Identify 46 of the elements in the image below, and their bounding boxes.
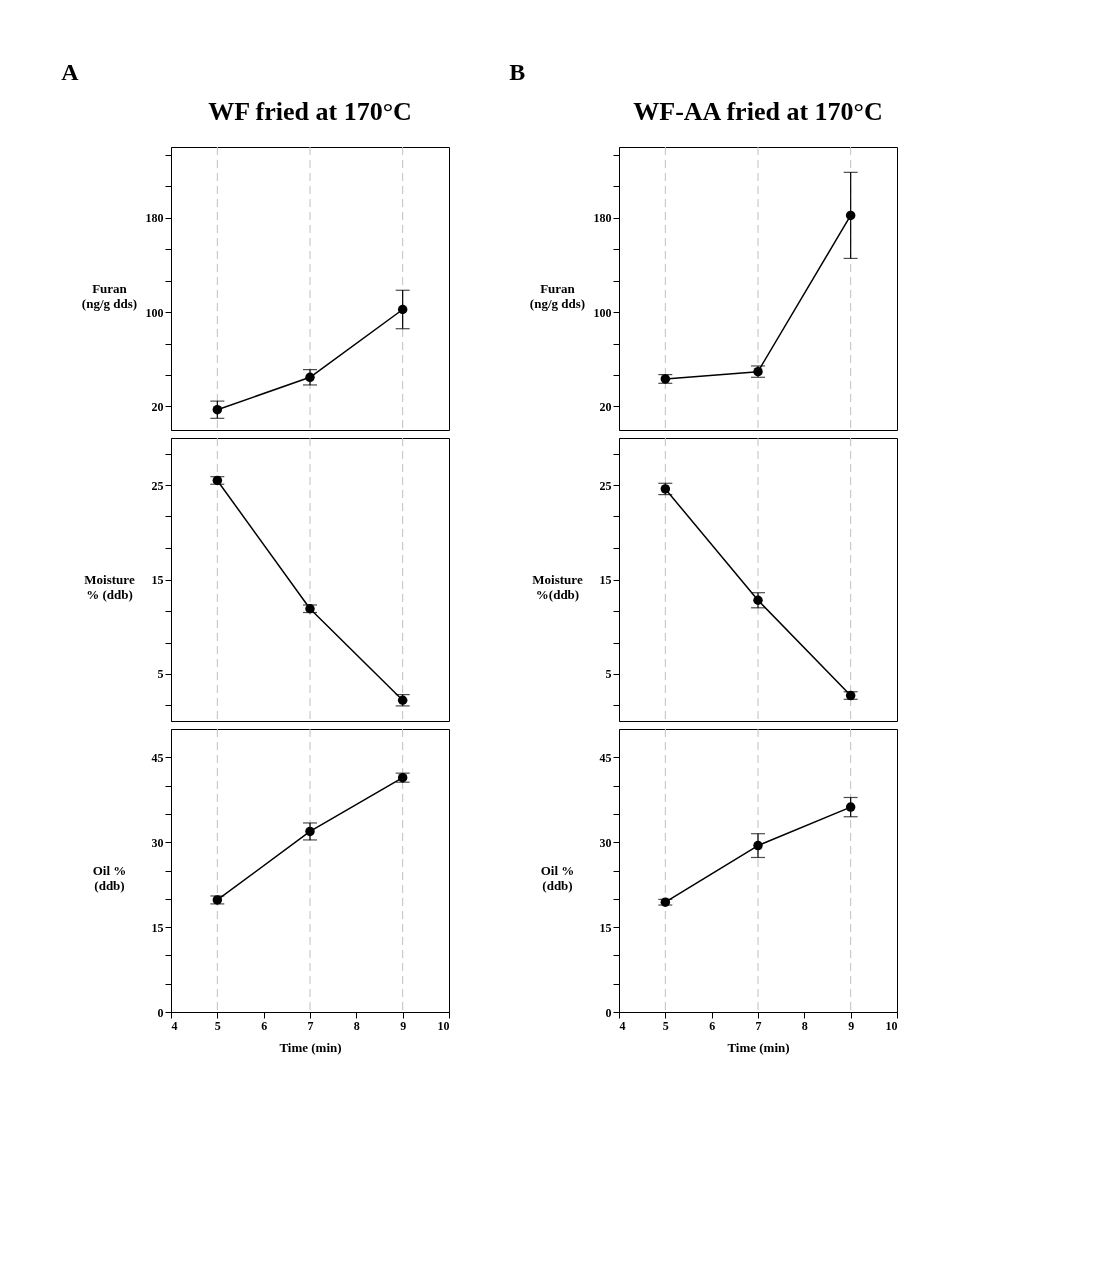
y-tick-label: 180 bbox=[593, 211, 612, 226]
x-tick-label: 8 bbox=[801, 1018, 808, 1033]
y-tick-label: 30 bbox=[151, 835, 164, 850]
x-tick-label: 10 bbox=[437, 1018, 450, 1033]
y-tick-label: 0 bbox=[605, 1005, 612, 1020]
text: B bbox=[509, 59, 526, 85]
x-axis-title: Time (min) bbox=[727, 1039, 790, 1055]
y-axis-title: Moisture %(ddb) bbox=[532, 572, 583, 602]
y-axis-title: Furan (ng/g dds) bbox=[81, 281, 138, 311]
y-tick-label: 20 bbox=[599, 399, 612, 414]
x-tick-label: 9 bbox=[848, 1018, 855, 1033]
x-tick-label: 6 bbox=[261, 1018, 268, 1033]
y-axis-title: Furan (ng/g dds) bbox=[529, 281, 586, 311]
y-tick-label: 45 bbox=[599, 750, 612, 765]
x-tick-label: 4 bbox=[171, 1018, 178, 1033]
y-tick-label: 25 bbox=[151, 478, 164, 493]
y-tick-label: 5 bbox=[605, 667, 612, 682]
y-tick-label: 15 bbox=[599, 573, 612, 587]
x-tick-label: 4 bbox=[619, 1018, 626, 1033]
x-tick-label: 10 bbox=[885, 1018, 898, 1033]
y-tick-label: 20 bbox=[151, 399, 164, 414]
y-tick-label: 5 bbox=[157, 667, 164, 682]
y-tick-label: 15 bbox=[599, 920, 612, 935]
y-axis-title: Moisture % (ddb) bbox=[84, 572, 135, 602]
y-tick-label: 0 bbox=[157, 1005, 164, 1020]
x-tick-label: 5 bbox=[662, 1018, 669, 1033]
chart-title: WF-AA fried at 170°C bbox=[633, 97, 883, 126]
y-tick-label: 45 bbox=[151, 750, 164, 765]
y-axis-title: Oil % (ddb) bbox=[92, 863, 127, 893]
x-tick-label: 8 bbox=[353, 1018, 360, 1033]
y-tick-label: 100 bbox=[593, 305, 612, 320]
x-axis-title: Time (min) bbox=[279, 1039, 342, 1055]
x-tick-label: 7 bbox=[307, 1018, 314, 1033]
y-axis-title: Oil % (ddb) bbox=[540, 863, 575, 893]
x-tick-label: 5 bbox=[214, 1018, 221, 1033]
x-tick-label: 6 bbox=[709, 1018, 716, 1033]
x-tick-label: 7 bbox=[755, 1018, 762, 1033]
y-tick-label: 25 bbox=[599, 478, 612, 493]
x-tick-label: 9 bbox=[400, 1018, 407, 1033]
text: A bbox=[61, 59, 80, 85]
y-tick-label: 180 bbox=[145, 211, 164, 226]
y-tick-label: 30 bbox=[599, 835, 612, 850]
y-tick-label: 100 bbox=[145, 305, 164, 320]
y-tick-label: 15 bbox=[151, 920, 164, 935]
chart-title: WF fried at 170°C bbox=[208, 97, 412, 126]
y-tick-label: 15 bbox=[151, 573, 164, 587]
